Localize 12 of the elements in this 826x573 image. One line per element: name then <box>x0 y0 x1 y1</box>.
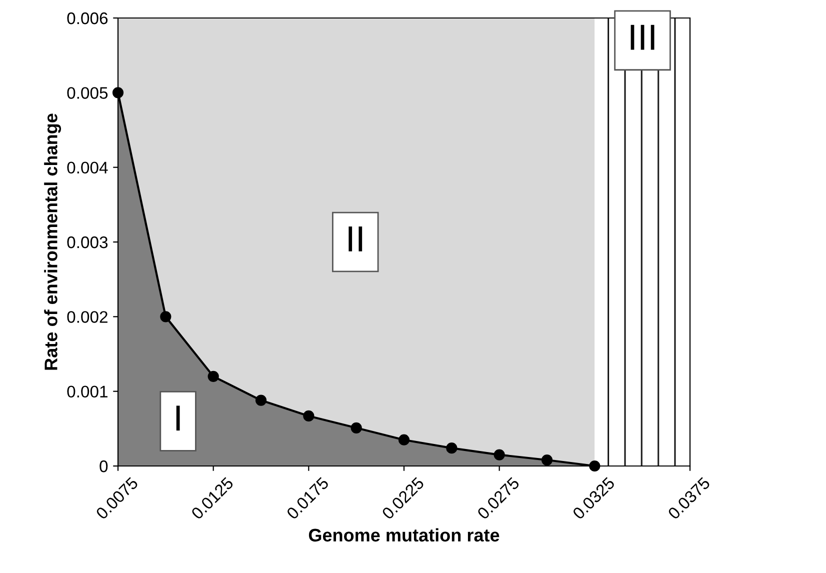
y-tick-label: 0 <box>100 460 108 472</box>
y-tick-label: 0.004 <box>67 162 108 174</box>
x-axis-title: Genome mutation rate <box>308 528 500 542</box>
y-tick-label: 0.002 <box>67 311 108 323</box>
y-tick-label: 0.003 <box>67 236 108 248</box>
y-tick-label: 0.006 <box>67 12 108 24</box>
y-tick-label: 0.001 <box>67 386 108 398</box>
annotation: I <box>176 406 180 431</box>
annotation: II <box>348 226 362 252</box>
y-tick-label: 0.005 <box>67 87 108 99</box>
annotation: III <box>630 24 654 50</box>
y-axis-title: Rate of environmental change <box>44 114 62 370</box>
